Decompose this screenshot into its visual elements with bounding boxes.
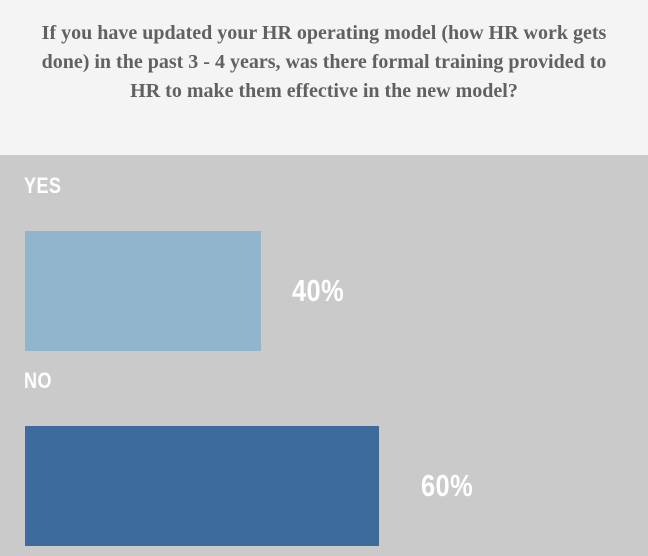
question-title: If you have updated your HR operating mo…: [41, 22, 607, 102]
bar-track-no: 60%: [0, 426, 648, 546]
value-label-yes: 40%: [291, 273, 344, 308]
category-label-yes: YES: [24, 173, 62, 198]
chart-row-no: NO 60%: [0, 370, 648, 546]
category-label-no: NO: [24, 368, 52, 393]
bar-track-yes: 40%: [0, 231, 648, 351]
bar-chart: YES 40% NO 60%: [0, 155, 648, 556]
chart-row-yes: YES 40%: [0, 175, 648, 351]
value-label-no: 60%: [421, 468, 474, 503]
question-header: If you have updated your HR operating mo…: [0, 0, 648, 155]
bar-yes: [25, 231, 261, 351]
bar-no: [25, 426, 379, 546]
